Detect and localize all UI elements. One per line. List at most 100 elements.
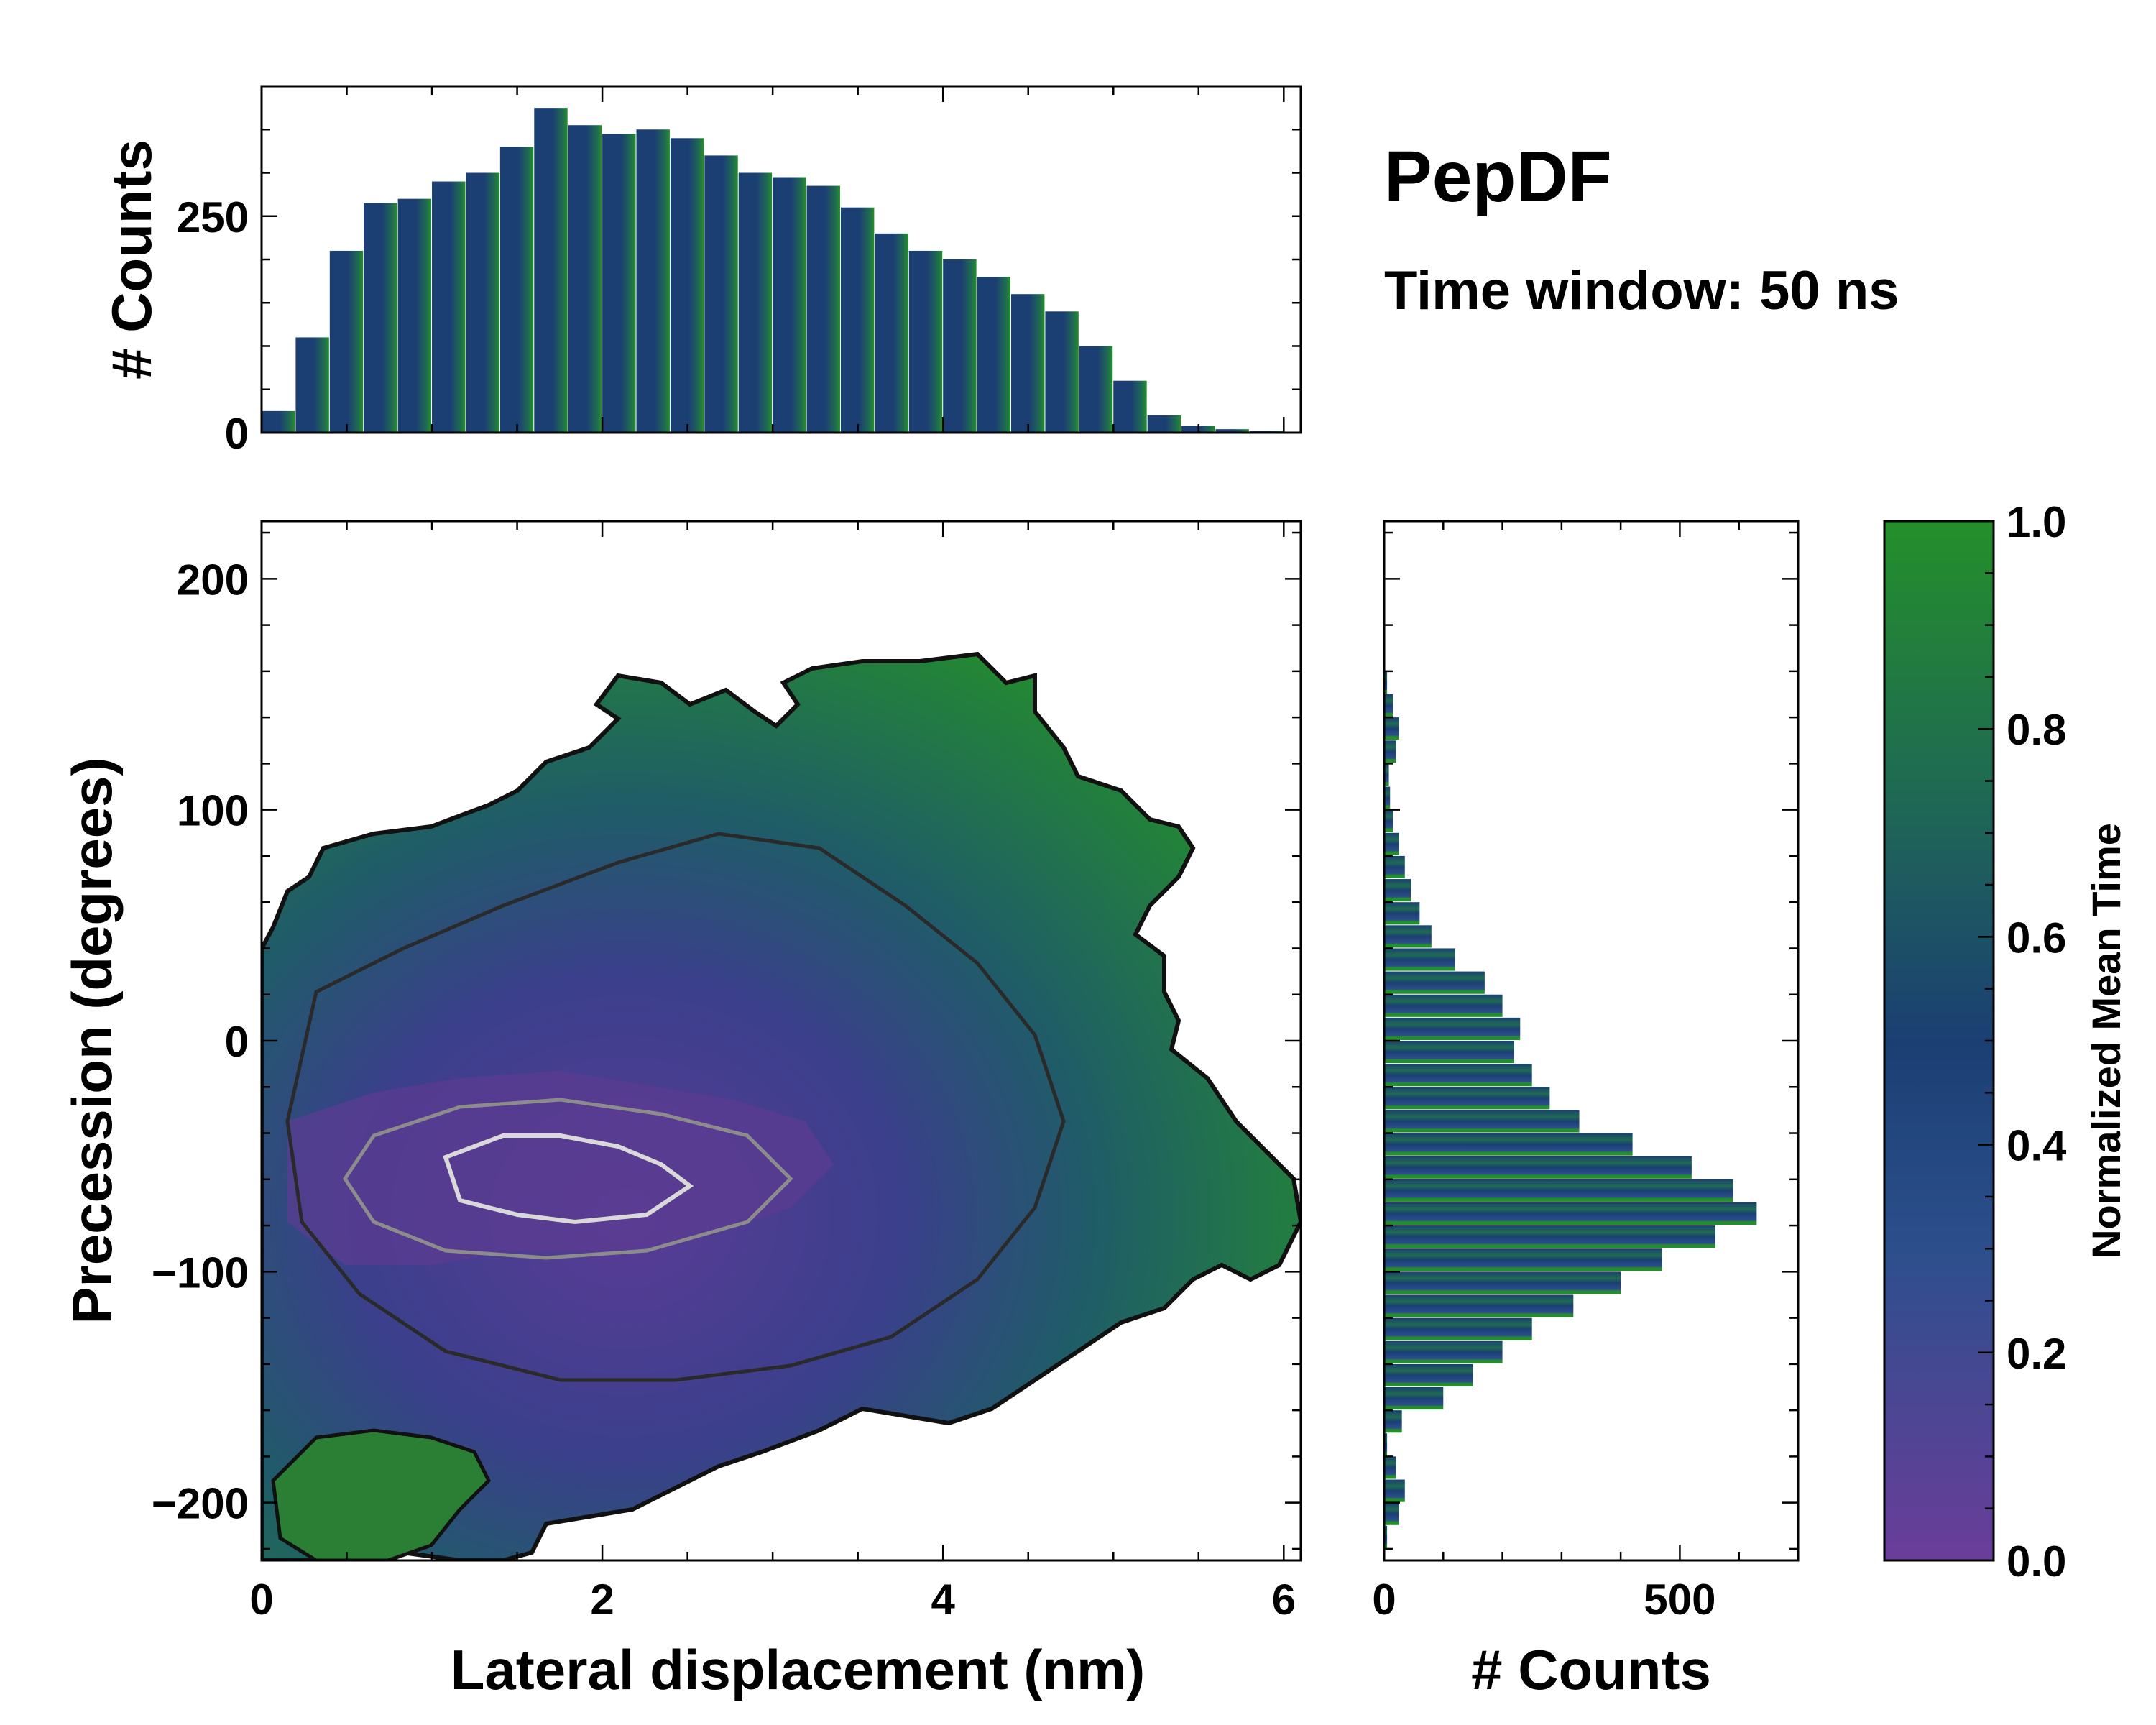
colorbar-tick-label: 0.2 xyxy=(2007,1330,2066,1378)
main-y-axis-label: Precession (degrees) xyxy=(60,757,124,1324)
top-histogram-bar xyxy=(704,155,738,433)
heatmap-peak-contour xyxy=(443,1133,694,1225)
top-histogram-bar xyxy=(432,181,466,433)
right-histogram-bar xyxy=(1384,902,1420,925)
main-x-axis-label: Lateral displacement (nm) xyxy=(451,1638,1146,1701)
right-histogram-bar xyxy=(1384,1502,1399,1525)
top-histogram-bar xyxy=(1113,380,1147,433)
main-y-tick-label: 100 xyxy=(177,787,249,835)
colorbar: 0.0 0.2 0.4 0.6 0.8 1.0 Normalized Mean Time xyxy=(1883,498,2129,1586)
right-histogram-bar xyxy=(1384,994,1503,1017)
heatmap-density-region xyxy=(262,651,1301,1560)
right-histogram-bar xyxy=(1384,879,1411,902)
right-histogram-bar xyxy=(1384,1433,1388,1456)
right-histogram-bar xyxy=(1384,1156,1692,1179)
top-histogram-bar xyxy=(466,172,499,433)
colorbar-ticks: 0.0 0.2 0.4 0.6 0.8 1.0 xyxy=(1978,498,2067,1586)
colorbar-tick-label: 0.8 xyxy=(2007,706,2066,754)
top-y-ticks: 0 250 xyxy=(177,129,1301,458)
right-histogram-bar xyxy=(1384,855,1405,879)
right-histogram-bar xyxy=(1384,1317,1532,1340)
right-histogram-bars xyxy=(1384,671,1757,1548)
right-histogram-bar xyxy=(1384,1294,1574,1317)
heatmap-inner-contour xyxy=(342,1098,793,1260)
top-histogram-bar xyxy=(262,410,295,433)
right-histogram-bar xyxy=(1384,948,1455,971)
chart-title: PepDF xyxy=(1384,137,1612,217)
right-histogram-panel: 0 500 # Counts xyxy=(1372,520,1800,1701)
right-histogram-bar xyxy=(1384,1456,1396,1479)
right-histogram-bar xyxy=(1384,1064,1532,1087)
main-y-tick-label: 200 xyxy=(177,556,249,604)
right-y-ticks xyxy=(1384,531,1798,1550)
top-histogram-bar xyxy=(602,134,636,433)
right-histogram-bar xyxy=(1384,1202,1757,1225)
right-histogram-bar xyxy=(1384,740,1396,763)
top-x-ticks xyxy=(260,86,1285,433)
top-histogram-bar xyxy=(1215,429,1249,433)
main-y-tick-label: −100 xyxy=(152,1248,249,1297)
right-histogram-bar xyxy=(1384,1525,1388,1548)
colorbar-tick-label: 0.6 xyxy=(2007,914,2066,962)
heatmap-lower-green-island xyxy=(271,1428,492,1560)
top-histogram-panel: 0 250 # Counts xyxy=(100,85,1302,458)
main-x-tick-label: 4 xyxy=(931,1576,956,1624)
top-histogram-bar xyxy=(568,125,602,433)
top-histogram-bar xyxy=(636,129,670,433)
right-x-ticks: 0 500 xyxy=(1372,521,1740,1624)
right-x-tick-label: 0 xyxy=(1372,1576,1396,1624)
right-histogram-bar xyxy=(1384,763,1389,786)
main-heatmap-panel: 0 2 4 6 −200 −100 0 100 200 Lateral displacemen… xyxy=(60,520,1302,1701)
main-y-tick-label: −200 xyxy=(152,1480,249,1528)
heatmap-outer-contour xyxy=(285,832,1066,1382)
right-x-axis-label: # Counts xyxy=(1471,1638,1711,1701)
colorbar-label: Normalized Mean Time xyxy=(2083,823,2129,1259)
right-x-tick-label: 500 xyxy=(1644,1576,1715,1624)
top-histogram-bar xyxy=(295,337,329,433)
right-histogram-bar xyxy=(1384,1087,1550,1110)
right-histogram-bar xyxy=(1384,1110,1580,1133)
top-histogram-bar xyxy=(670,138,704,433)
main-y-ticks: −200 −100 0 100 200 xyxy=(152,531,1301,1550)
top-histogram-bar xyxy=(875,233,908,433)
main-x-tick-label: 2 xyxy=(590,1576,614,1624)
right-histogram-bar xyxy=(1384,1387,1444,1410)
top-histogram-bar xyxy=(1045,311,1079,433)
right-histogram-bar xyxy=(1384,1041,1515,1064)
top-histogram-bar xyxy=(364,203,397,433)
right-histogram-bar xyxy=(1384,717,1399,740)
right-histogram-bar xyxy=(1384,1017,1521,1040)
right-histogram-bar xyxy=(1384,925,1432,948)
top-histogram-bar xyxy=(397,198,432,433)
top-histogram-bar xyxy=(1147,415,1181,433)
top-histogram-bar xyxy=(840,207,875,433)
top-histogram-bars xyxy=(262,108,1284,433)
top-histogram-bar xyxy=(1011,294,1045,433)
colorbar-tick-label: 0.4 xyxy=(2007,1122,2067,1170)
top-histogram-bar xyxy=(738,172,773,433)
top-histogram-bar xyxy=(806,185,840,433)
right-histogram-bar xyxy=(1384,1340,1503,1363)
top-histogram-bar xyxy=(943,259,977,433)
main-x-ticks: 0 2 4 6 xyxy=(249,521,1296,1624)
right-histogram-bar xyxy=(1384,1133,1633,1156)
right-histogram-bar xyxy=(1384,1225,1715,1248)
right-histogram-bar xyxy=(1384,1363,1473,1386)
main-y-tick-label: 0 xyxy=(225,1018,249,1066)
top-y-axis-label: # Counts xyxy=(100,139,163,380)
top-histogram-bar xyxy=(908,250,943,433)
right-histogram-bar xyxy=(1384,1410,1402,1433)
right-histogram-bar xyxy=(1384,786,1391,809)
colorbar-gradient xyxy=(1883,520,1995,1562)
right-histogram-bar xyxy=(1384,1179,1733,1202)
main-x-tick-label: 0 xyxy=(249,1576,273,1624)
right-histogram-bar xyxy=(1384,671,1388,694)
main-x-tick-label: 6 xyxy=(1272,1576,1296,1624)
top-y-tick-label: 250 xyxy=(177,193,249,242)
right-histogram-bar xyxy=(1384,809,1393,832)
right-histogram-bar xyxy=(1384,1271,1621,1294)
top-histogram-bar xyxy=(534,108,568,433)
chart-subtitle: Time window: 50 ns xyxy=(1384,260,1899,321)
right-histogram-bar xyxy=(1384,1479,1405,1502)
